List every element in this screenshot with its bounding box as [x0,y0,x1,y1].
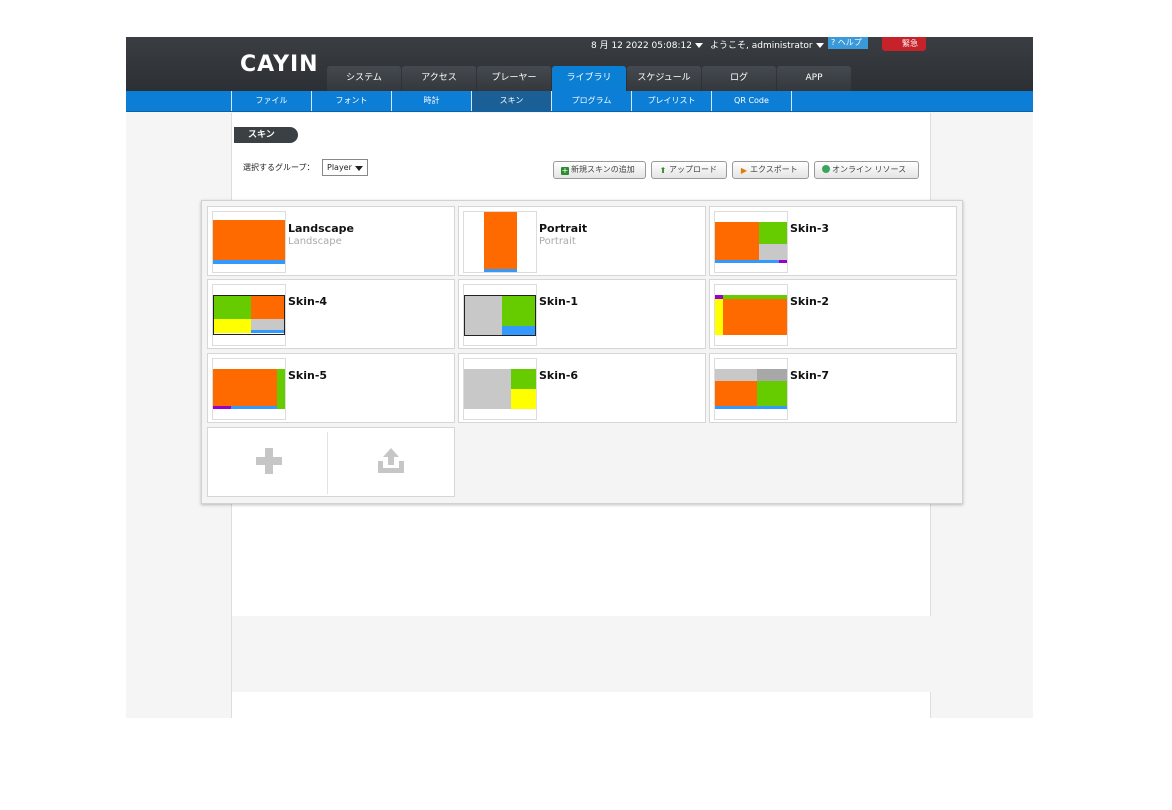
divider [327,432,328,494]
skin-title: Skin-3 [790,222,830,235]
skin-card-skin-3[interactable]: Skin-3 [709,206,957,276]
tab-system[interactable]: システム [327,66,401,91]
skin-card-skin-5[interactable]: Skin-5 [207,353,455,423]
plus-square-icon: + [561,166,569,175]
subtab-playlist[interactable]: プレイリスト [632,91,712,111]
content-gap [232,616,932,692]
tab-app[interactable]: APP [777,66,851,91]
skin-title: Skin-7 [790,369,830,382]
skin-title: Portrait [539,222,588,235]
add-skin-button[interactable]: + 新規スキンの追加 [553,161,646,179]
datetime-text: 8 月 12 2022 05:08:12 [591,41,692,51]
skin-thumbnail [714,211,788,273]
skin-card-skin-4[interactable]: Skin-4 [207,279,455,349]
tab-log[interactable]: ログ [702,66,776,91]
tab-schedule[interactable]: スケジュール [627,66,701,91]
skin-title: Skin-4 [288,295,328,308]
add-upload-card [207,427,455,497]
skin-subtitle: Landscape [288,236,342,247]
skin-subtitle: Portrait [539,236,576,247]
chevron-down-icon [815,43,824,48]
upload-icon: ⬆ [659,166,667,175]
skin-thumbnail [212,211,286,273]
chevron-down-icon [355,166,363,171]
export-icon: ▶ [740,166,748,175]
group-select-label: 選択するグループ： [243,163,315,172]
subtab-file[interactable]: ファイル [232,91,312,111]
cayin-logo[interactable]: CAYIN [240,52,319,77]
upload-label: アップロード [669,165,717,174]
online-resources-button[interactable]: オンライン リソース [814,161,919,179]
help-icon: ? [831,38,836,47]
subtab-program[interactable]: プログラム [552,91,632,111]
skin-thumbnail [463,358,537,420]
skin-title: Skin-5 [288,369,328,382]
skin-card-landscape[interactable]: Landscape Landscape [207,206,455,276]
skin-grid: Landscape Landscape Portrait Portrait Sk… [201,200,963,504]
skin-card-portrait[interactable]: Portrait Portrait [458,206,706,276]
add-skin-label: 新規スキンの追加 [571,165,635,174]
group-select-value: Player [327,163,352,172]
subtab-qrcode[interactable]: QR Code [712,91,792,111]
emergency-button[interactable]: 緊急 [882,37,926,51]
skin-title: Skin-2 [790,295,830,308]
user-menu[interactable]: ようこそ, administrator [710,38,824,51]
skin-thumbnail [714,358,788,420]
header-bar: CAYIN 8 月 12 2022 05:08:12 ようこそ, adminis… [126,37,1033,91]
skin-thumbnail [212,284,286,346]
skin-thumbnail [714,284,788,346]
skin-thumbnail [463,284,537,346]
welcome-text: ようこそ, administrator [710,41,813,51]
subtab-skin[interactable]: スキン [472,91,552,111]
main-navigation: システム アクセス プレーヤー ライブラリ スケジュール ログ APP [327,66,852,91]
help-label: ヘルプ [837,38,862,47]
skin-thumbnail [212,358,286,420]
skin-card-skin-7[interactable]: Skin-7 [709,353,957,423]
skin-card-skin-1[interactable]: Skin-1 [458,279,706,349]
online-resources-label: オンライン リソース [832,165,907,174]
skin-card-skin-6[interactable]: Skin-6 [458,353,706,423]
subtab-font[interactable]: フォント [312,91,392,111]
tab-player[interactable]: プレーヤー [477,66,551,91]
tab-library[interactable]: ライブラリ [552,66,626,91]
plus-icon[interactable] [256,448,282,474]
skin-title: Landscape [288,222,354,235]
subtab-clock[interactable]: 時計 [392,91,472,111]
sub-navigation: ファイル フォント 時計 スキン プログラム プレイリスト QR Code [126,91,1033,112]
skin-title: Skin-6 [539,369,579,382]
skin-card-skin-2[interactable]: Skin-2 [709,279,957,349]
upload-button[interactable]: ⬆ アップロード [651,161,727,179]
page-title: スキン [234,127,298,143]
export-button[interactable]: ▶ エクスポート [732,161,809,179]
export-label: エクスポート [750,165,798,174]
tab-access[interactable]: アクセス [402,66,476,91]
app-window: CAYIN 8 月 12 2022 05:08:12 ようこそ, adminis… [126,37,1033,718]
chevron-down-icon [694,43,703,48]
datetime-display[interactable]: 8 月 12 2022 05:08:12 [591,38,703,51]
help-button[interactable]: ? ヘルプ [828,37,868,49]
group-select[interactable]: Player [322,159,368,176]
skin-title: Skin-1 [539,295,579,308]
upload-icon[interactable] [377,446,405,474]
skin-thumbnail [463,211,537,273]
globe-icon [822,165,830,173]
